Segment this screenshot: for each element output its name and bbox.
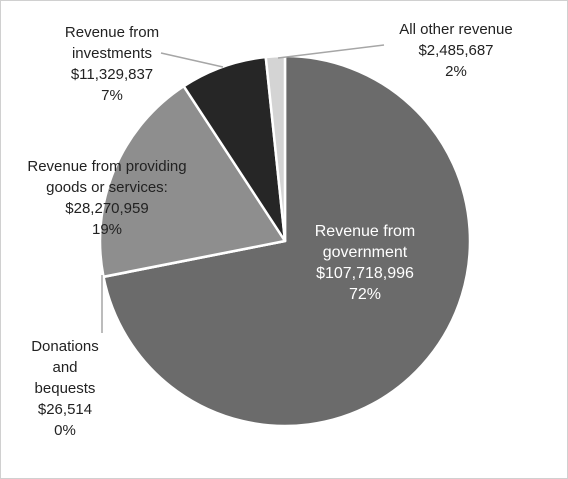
data-label-line: $107,718,996 <box>316 265 414 282</box>
data-label-line: bequests <box>35 380 96 397</box>
data-label-line: Donations <box>31 338 99 355</box>
data-label-donations-and-bequests: Donations and bequests $26,514 0% <box>31 338 99 439</box>
data-label-line: All other revenue <box>399 21 512 38</box>
data-label-line: 2% <box>445 63 467 80</box>
data-label-line: 19% <box>92 221 122 238</box>
data-label-revenue-from-providing-goods-or-services: Revenue from providing goods or services:… <box>27 158 186 238</box>
pie-slice-all-other-revenue[interactable] <box>264 54 287 243</box>
data-label-line: investments <box>72 45 152 62</box>
leader-line-revenue-from-investments <box>160 52 224 68</box>
data-label-line: 72% <box>349 286 381 303</box>
data-label-line: Revenue from <box>65 24 159 41</box>
leader-line-all-other-revenue <box>277 44 385 59</box>
data-label-line: 7% <box>101 87 123 104</box>
data-label-line: and <box>52 359 77 376</box>
data-label-all-other-revenue: All other revenue $2,485,687 2% <box>399 21 512 80</box>
data-label-line: Revenue from <box>315 223 416 240</box>
pie-slice-revenue-from-government[interactable] <box>102 54 472 428</box>
data-label-line: $11,329,837 <box>71 66 153 83</box>
data-label-line: 0% <box>54 422 76 439</box>
data-label-line: $2,485,687 <box>418 42 493 59</box>
data-label-line: $28,270,959 <box>65 200 148 217</box>
data-label-line: $26,514 <box>38 401 92 418</box>
pie-slice-revenue-from-providing-goods-or-services[interactable] <box>98 84 287 278</box>
data-label-line: government <box>323 244 408 261</box>
data-label-line: Revenue from providing <box>27 158 186 175</box>
data-label-revenue-from-investments: Revenue from investments $11,329,837 7% <box>65 24 159 104</box>
data-label-line: goods or services: <box>46 179 168 196</box>
data-label-revenue-from-government: Revenue from government $107,718,996 72% <box>315 223 416 303</box>
